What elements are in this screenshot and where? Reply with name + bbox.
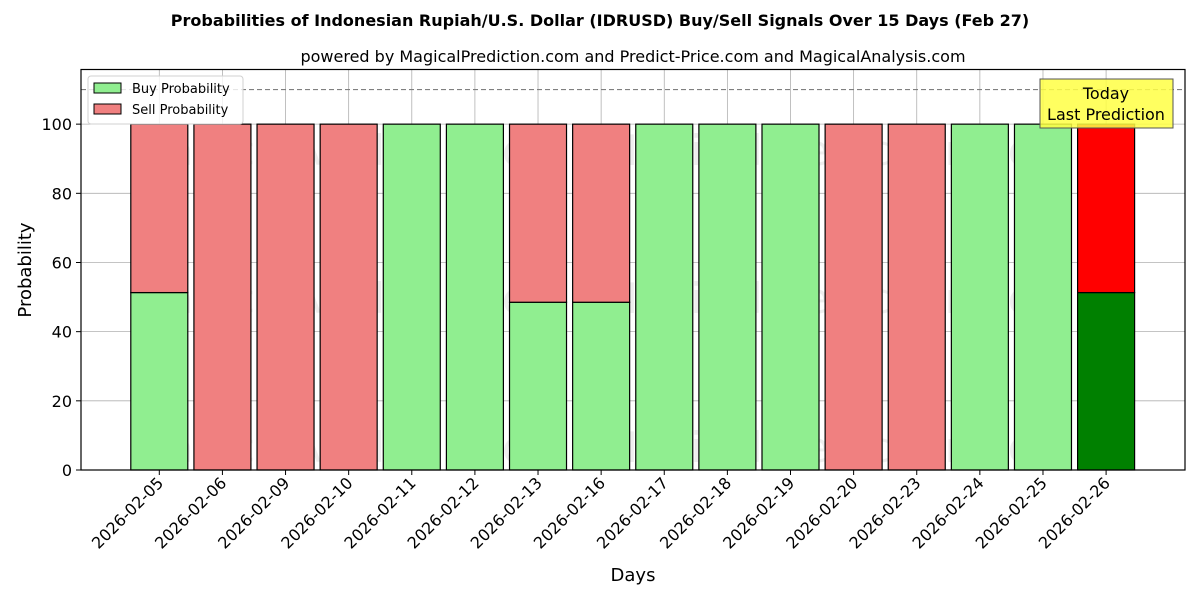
bar-sell xyxy=(319,123,378,471)
y-axis: 0 20 40 60 80 100 xyxy=(41,115,81,480)
bar-buy xyxy=(130,291,189,471)
bar-sell xyxy=(256,123,315,471)
legend-label-buy: Buy Probability xyxy=(132,82,230,97)
y-tick-label: 100 xyxy=(41,115,72,134)
y-axis-label: Probability xyxy=(15,222,36,317)
bar-sell xyxy=(193,123,252,471)
y-tick-label: 80 xyxy=(52,184,72,203)
y-tick-label: 20 xyxy=(52,392,72,411)
chart-title: Probabilities of Indonesian Rupiah/U.S. … xyxy=(171,11,1029,30)
x-axis-label: Days xyxy=(611,565,656,586)
legend: Buy Probability Sell Probability xyxy=(87,75,244,125)
chart-subtitle: powered by MagicalPrediction.com and Pre… xyxy=(300,47,965,66)
annotation-line2: Last Prediction xyxy=(1047,105,1165,124)
plot-frame xyxy=(80,68,1186,471)
legend-label-sell: Sell Probability xyxy=(132,103,229,118)
bar-buy xyxy=(1076,291,1136,471)
bar-sell xyxy=(824,123,883,471)
y-tick-label: 60 xyxy=(52,253,72,272)
bar-buy xyxy=(635,123,694,471)
bar-buy xyxy=(572,301,631,471)
annotation-line1: Today xyxy=(1082,84,1129,103)
legend-swatch-buy xyxy=(93,82,122,94)
bar-sell xyxy=(887,123,946,471)
bar-buy xyxy=(382,123,441,471)
bar-sell xyxy=(508,123,568,303)
bar-buy xyxy=(508,301,568,471)
bar-sell xyxy=(1076,123,1136,294)
bar-buy xyxy=(445,123,504,471)
x-axis: 2026-02-052026-02-062026-02-092026-02-10… xyxy=(88,470,1114,553)
bar-sell xyxy=(572,123,631,303)
legend-swatch-sell xyxy=(93,103,122,115)
bar-buy xyxy=(1013,123,1073,471)
bar-buy xyxy=(698,123,757,471)
y-tick-label: 0 xyxy=(62,461,72,480)
y-tick-label: 40 xyxy=(52,323,72,342)
bar-buy xyxy=(950,123,1009,471)
bar-buy xyxy=(761,123,820,471)
today-annotation: Today Last Prediction xyxy=(1039,78,1174,129)
bar-sell xyxy=(130,123,189,294)
bar-series xyxy=(130,123,1136,471)
